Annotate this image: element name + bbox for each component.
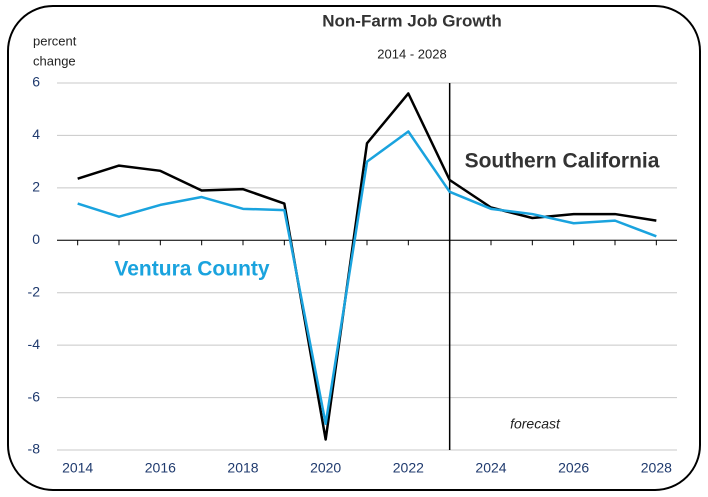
chart-title: Non-Farm Job Growth: [322, 11, 501, 30]
series-line: [77, 92, 657, 441]
x-tick-label: 2022: [393, 460, 424, 476]
x-tick-label: 2014: [62, 460, 93, 476]
chart-subtitle: 2014 - 2028: [377, 46, 446, 61]
y-tick-label: 0: [32, 231, 40, 247]
y-tick-label: -4: [28, 336, 41, 352]
y-axis-label: change: [33, 53, 76, 68]
annotation: forecast: [510, 416, 561, 432]
y-tick-label: -8: [28, 441, 41, 457]
y-tick-label: -2: [28, 283, 41, 299]
x-tick-label: 2020: [310, 460, 341, 476]
series-label: Ventura County: [114, 258, 270, 281]
chart-border: [7, 5, 701, 491]
series-line: [77, 130, 657, 426]
x-tick-label: 2018: [227, 460, 258, 476]
y-tick-label: 4: [32, 126, 40, 142]
y-tick-label: 2: [32, 179, 40, 195]
y-tick-label: 6: [32, 74, 40, 90]
x-tick-label: 2016: [145, 460, 176, 476]
y-axis-label: percent: [33, 33, 77, 48]
series-label: Southern California: [465, 150, 660, 173]
x-tick-label: 2024: [475, 460, 506, 476]
x-tick-label: 2028: [641, 460, 672, 476]
y-tick-label: -6: [28, 388, 41, 404]
x-tick-label: 2026: [558, 460, 589, 476]
